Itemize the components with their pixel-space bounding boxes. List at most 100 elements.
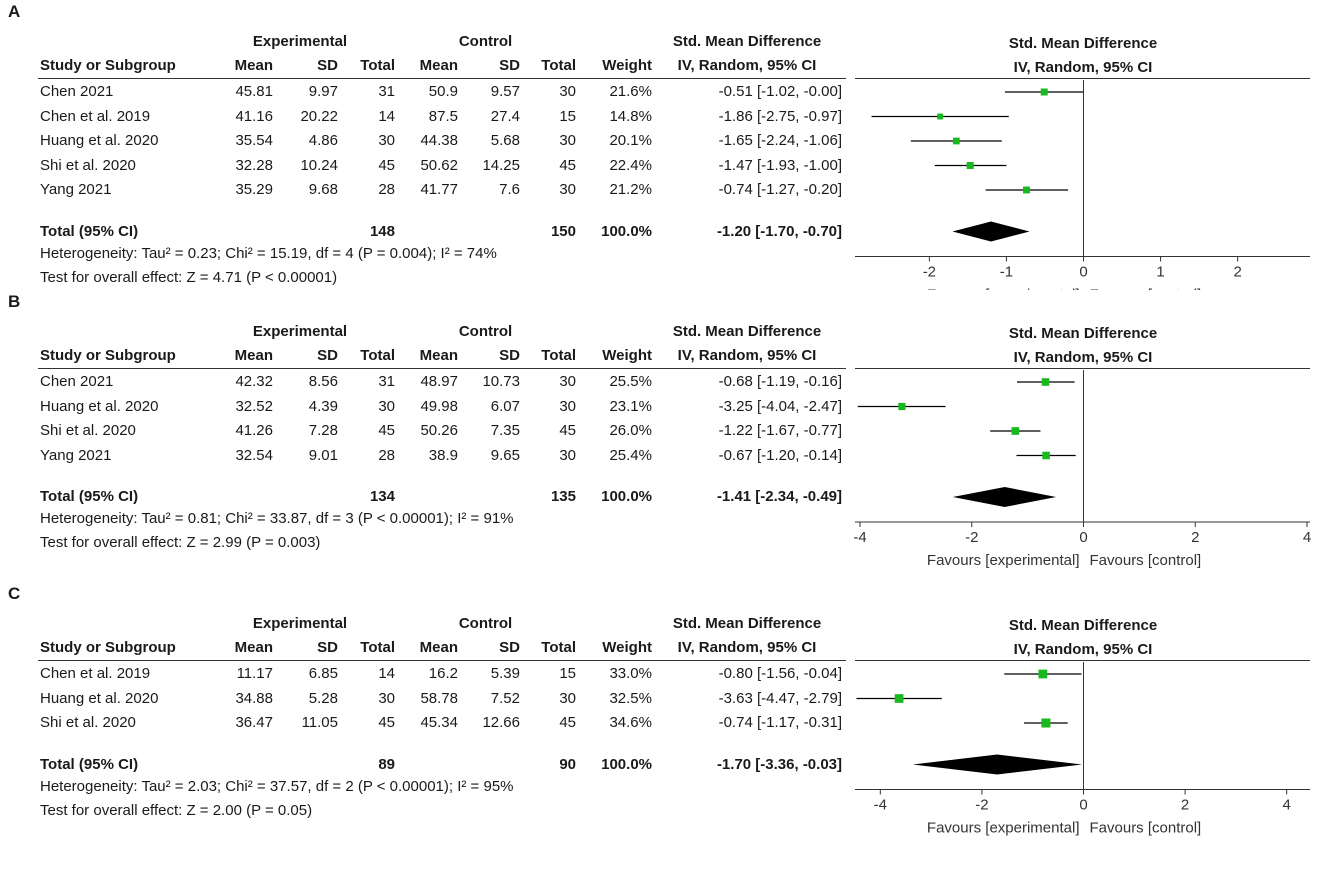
plot-smd-header: Std. Mean Difference <box>1009 35 1157 52</box>
smd-ci-value: -1.47 [-1.93, -1.00] <box>718 156 842 174</box>
exp-total: 30 <box>378 132 395 149</box>
study-marker <box>1040 88 1048 96</box>
smd-header: Std. Mean Difference <box>672 33 822 50</box>
x-tick-label: -2 <box>923 264 936 281</box>
total-smd-ci: -1.41 [-2.34, -0.49] <box>716 488 842 505</box>
x-tick-label: 4 <box>1303 529 1311 546</box>
study-row: Shi et al. 2020 41.26 7.28 45 50.26 7.35 45 26.… <box>0 420 850 442</box>
exp-mean: 32.52 <box>235 397 273 415</box>
study-row: Chen 2021 45.81 9.97 31 50.9 9.57 30 21.6% -0.51… <box>0 81 850 103</box>
exp-sd: 10.24 <box>300 156 338 174</box>
exp-total-header: Total <box>360 347 395 364</box>
ctrl-sd: 5.39 <box>490 665 520 682</box>
weight-value: 32.5% <box>609 689 652 707</box>
exp-sd: 5.28 <box>308 689 338 707</box>
exp-total: 28 <box>378 446 395 464</box>
total-row: Total (95% CI) 89 90 100.0% -1.70 [-3.36, -0… <box>0 754 850 776</box>
study-column-header: Study or Subgroup <box>40 639 176 656</box>
exp-mean: 42.32 <box>235 373 273 390</box>
exp-mean: 34.88 <box>235 689 273 707</box>
study-row: Yang 2021 35.29 9.68 28 41.77 7.6 30 21.2% -0.74… <box>0 179 850 201</box>
weight-value: 21.2% <box>609 181 652 198</box>
exp-mean: 35.54 <box>235 132 273 149</box>
forest-panel-a: A Experimental Control Std. Mean Difference… <box>0 0 1325 290</box>
study-row: Huang et al. 2020 34.88 5.28 30 58.78 7.52 30 3… <box>0 688 850 710</box>
x-tick-label: -4 <box>874 797 887 814</box>
method-header: IV, Random, 95% CI <box>677 57 817 74</box>
ctrl-mean: 50.9 <box>428 83 458 100</box>
panel-label: C <box>8 584 21 603</box>
x-tick-label: -2 <box>965 529 978 546</box>
exp-total: 45 <box>378 156 395 174</box>
summary-diamond <box>912 754 1082 775</box>
study-name: Yang 2021 <box>40 446 112 464</box>
ctrl-sd: 7.6 <box>499 181 520 198</box>
study-marker <box>898 402 906 411</box>
total-row: Total (95% CI) 134 135 100.0% -1.41 [-2.34, … <box>0 486 850 508</box>
study-name: Yang 2021 <box>40 181 112 198</box>
method-header: IV, Random, 95% CI <box>677 347 817 364</box>
ctrl-total: 45 <box>559 156 576 174</box>
ctrl-total-sum: 90 <box>559 755 576 773</box>
study-column-header: Study or Subgroup <box>40 57 176 74</box>
exp-sd: 6.85 <box>308 665 338 682</box>
header-divider <box>38 368 846 369</box>
summary-diamond <box>952 487 1057 507</box>
exp-total: 28 <box>378 181 395 198</box>
ctrl-sd: 5.68 <box>490 132 520 149</box>
exp-mean: 35.29 <box>235 181 273 198</box>
ctrl-mean-header: Mean <box>419 347 458 364</box>
total-row: Total (95% CI) 148 150 100.0% -1.20 [-1.70, … <box>0 221 850 243</box>
plot-method-header: IV, Random, 95% CI <box>1014 641 1153 658</box>
smd-ci-value: -3.25 [-4.04, -2.47] <box>718 397 842 415</box>
smd-ci-value: -1.65 [-2.24, -1.06] <box>718 132 842 149</box>
total-weight: 100.0% <box>601 222 652 240</box>
study-row: Chen 2021 42.32 8.56 31 48.97 10.73 30 25.5% -0.… <box>0 371 850 393</box>
exp-mean: 32.54 <box>235 446 273 464</box>
exp-total-sum: 134 <box>369 488 395 505</box>
weight-value: 33.0% <box>609 665 652 682</box>
column-header-row: Study or Subgroup Mean SD Total Mean SD Total W… <box>0 637 850 659</box>
forest-plot: Std. Mean Difference IV, Random, 95% CI -4… <box>855 617 1310 837</box>
exp-mean-header: Mean <box>234 57 273 74</box>
weight-value: 34.6% <box>609 714 652 731</box>
weight-value: 20.1% <box>609 132 652 149</box>
exp-total-sum: 148 <box>369 222 395 240</box>
favours-control-label: Favours [control] <box>1090 552 1202 569</box>
control-header: Control <box>458 33 513 50</box>
ctrl-sd: 6.07 <box>490 397 520 415</box>
study-name: Shi et al. 2020 <box>40 422 136 439</box>
exp-total-header: Total <box>360 639 395 656</box>
total-smd-ci: -1.70 [-3.36, -0.03] <box>716 755 842 773</box>
ctrl-mean: 48.97 <box>420 373 458 390</box>
plot-smd-header: Std. Mean Difference <box>1009 617 1157 634</box>
study-marker <box>1023 186 1030 194</box>
weight-value: 14.8% <box>609 107 652 125</box>
exp-total-sum: 89 <box>378 755 395 773</box>
forest-panel-c: C Experimental Control Std. Mean Difference… <box>0 582 1325 872</box>
study-marker <box>1011 427 1020 435</box>
plot-smd-header: Std. Mean Difference <box>1009 325 1157 342</box>
ctrl-total: 45 <box>559 422 576 439</box>
ctrl-sd: 9.57 <box>490 83 520 100</box>
ctrl-total: 30 <box>559 397 576 415</box>
study-name: Chen et al. 2019 <box>40 107 151 125</box>
smd-ci-value: -1.22 [-1.67, -0.77] <box>718 422 842 439</box>
overall-effect-note: Test for overall effect: Z = 4.71 (P < 0… <box>40 268 338 286</box>
control-header: Control <box>458 323 513 340</box>
exp-sd-header: SD <box>317 347 338 364</box>
ctrl-mean: 58.78 <box>420 689 458 707</box>
study-row: Shi et al. 2020 36.47 11.05 45 45.34 12.66 45 3… <box>0 712 850 734</box>
ctrl-total-header: Total <box>541 57 576 74</box>
exp-sd: 9.01 <box>308 446 338 464</box>
exp-sd-header: SD <box>317 57 338 74</box>
heterogeneity-note: Heterogeneity: Tau² = 0.23; Chi² = 15.19… <box>40 244 497 262</box>
total-weight: 100.0% <box>601 488 652 505</box>
overall-effect-note: Test for overall effect: Z = 2.99 (P = 0… <box>40 534 321 551</box>
ctrl-mean: 38.9 <box>428 446 458 464</box>
ctrl-mean: 50.62 <box>420 156 458 174</box>
study-marker <box>1042 451 1050 460</box>
study-marker <box>952 137 960 145</box>
ctrl-sd-header: SD <box>499 57 520 74</box>
exp-total: 31 <box>378 83 395 100</box>
